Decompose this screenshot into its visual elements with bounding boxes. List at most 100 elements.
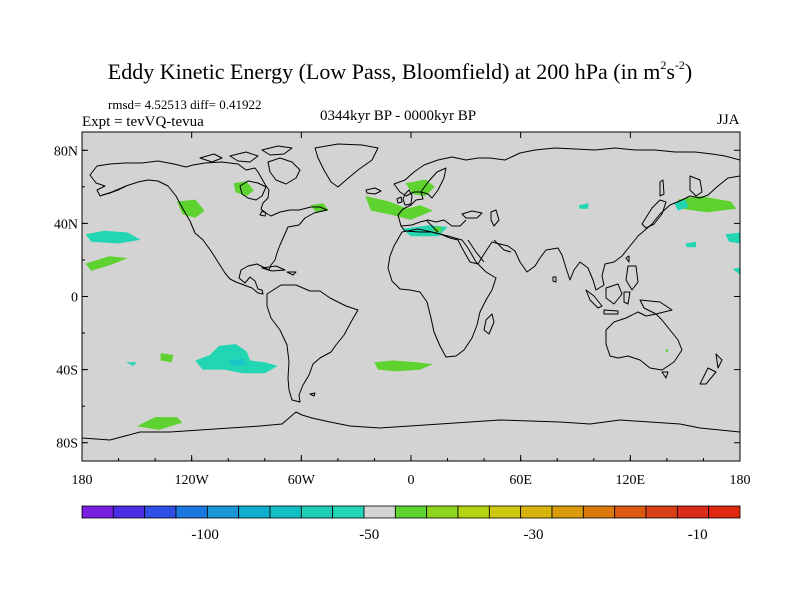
- colorbar-swatch: [645, 505, 678, 519]
- anomaly-wpac-cyan: [674, 199, 689, 211]
- colorbar-swatch: [520, 505, 553, 519]
- coastline-greenland: [314, 143, 379, 188]
- colorbar-label: -100: [191, 527, 219, 543]
- coastline-hudson-bay: [239, 180, 267, 201]
- anomaly-satl-green: [374, 360, 433, 372]
- anomaly-na-west-green: [177, 199, 205, 218]
- season-label: JJA: [717, 112, 740, 128]
- colorbar-label: -50: [359, 527, 379, 543]
- colorbar-swatch: [144, 505, 177, 519]
- coastline-sulawesi: [623, 291, 631, 305]
- anomaly-east-edge-cyan: [725, 232, 740, 244]
- coastline-south-america: [266, 284, 359, 403]
- coastline-black-sea: [461, 210, 483, 219]
- colorbar-swatch: [300, 505, 334, 519]
- colorbar-swatch: [81, 505, 114, 519]
- anomaly-cyan-spot-asia: [579, 203, 589, 209]
- anomaly-wpac-green: [677, 196, 737, 213]
- lat-tick-label: 80S: [56, 437, 78, 452]
- coastline-persian-gulf: [493, 239, 512, 253]
- coastline-iceland: [365, 187, 382, 195]
- coastline-north-america: [89, 160, 328, 295]
- coastline-japan: [641, 199, 667, 229]
- coastline-sakhalin: [659, 179, 665, 197]
- coastline-great-lakes: [259, 210, 267, 217]
- colorbar-swatch: [175, 505, 208, 519]
- colorbar-swatch: [614, 505, 647, 519]
- anomaly-spac-cyan-inner: [228, 358, 247, 366]
- coastline-new-guinea: [639, 299, 673, 315]
- colorbar-swatch: [332, 505, 365, 519]
- lat-tick-label: 80N: [54, 144, 78, 159]
- lon-tick-label: 120W: [175, 473, 210, 488]
- coastline-alaska-peninsula: [101, 185, 127, 196]
- colorbar-swatch: [363, 505, 396, 519]
- coastline-arctic-islands: [229, 151, 259, 163]
- coastline-hispaniola: [286, 271, 297, 276]
- anomaly-europe-green: [365, 196, 433, 220]
- coastline-antarctica: [82, 411, 740, 441]
- anomaly-spac-cyan-small: [125, 362, 137, 366]
- colorbar-swatch: [457, 505, 490, 519]
- coastline-madagascar: [483, 313, 495, 335]
- anomaly-mid-pac-cyan: [685, 241, 697, 248]
- coastline-great-britain: [402, 189, 413, 206]
- colorbar-swatch: [551, 505, 584, 519]
- coastline-italy: [425, 219, 439, 233]
- coastline-taiwan: [625, 255, 630, 263]
- coastline-ellesmere: [261, 145, 293, 156]
- coastline-baltic: [420, 167, 447, 199]
- colorbar: -100-50-30-10204075150: [81, 505, 741, 543]
- rmsd-stats: rmsd= 4.52513 diff= 0.41922: [108, 97, 262, 112]
- anomaly-med-green: [432, 227, 443, 233]
- coastline-philippines: [625, 265, 639, 291]
- anomaly-hudson-green: [233, 181, 254, 196]
- lon-tick-label: 60W: [288, 473, 316, 488]
- colorbar-label: -30: [524, 527, 544, 543]
- colorbar-swatch: [426, 505, 459, 519]
- coastline-cuba: [261, 265, 286, 272]
- colorbar-swatch: [676, 505, 710, 519]
- lat-tick-label: 40N: [54, 217, 78, 232]
- coastline-australia: [605, 311, 683, 371]
- colorbar-swatch: [488, 505, 522, 519]
- anomaly-spac-green-small: [160, 353, 174, 363]
- colorbar-swatch: [269, 505, 302, 519]
- coastline-kamchatka: [689, 175, 703, 197]
- coastline-africa: [387, 228, 497, 358]
- coastline-new-zealand-north: [715, 353, 723, 369]
- lat-tick-label: 40S: [56, 364, 78, 379]
- colorbar-swatch: [708, 505, 741, 519]
- lat-tick-label: 0: [71, 291, 78, 306]
- anomaly-so-green: [136, 417, 183, 430]
- plot-title: Eddy Kinetic Energy (Low Pass, Bloomfiel…: [107, 58, 693, 84]
- coastline-mediterranean: [400, 219, 467, 227]
- colorbar-swatch: [238, 505, 271, 519]
- anomaly-pacific-cyan-north: [85, 230, 141, 244]
- lon-tick-label: 60E: [509, 473, 532, 488]
- coastline-banks-island: [199, 153, 223, 163]
- coastline-tasmania: [661, 371, 669, 379]
- time-period: 0344kyr BP - 0000kyr BP: [320, 108, 477, 124]
- coastline-baffin-island: [267, 157, 301, 185]
- anomaly-pacific-green-north: [85, 256, 128, 271]
- lon-tick-label: 120E: [616, 473, 646, 488]
- coastline-sumatra: [585, 289, 603, 309]
- colorbar-swatch: [112, 505, 146, 519]
- axis-ticks: 80N 40N 0 40S 80S 180 120W 60W 0 60E 120E 180: [54, 132, 751, 488]
- map-background: [82, 132, 740, 461]
- anomaly-east-edge-cyan-2: [732, 267, 740, 275]
- colorbar-label: -10: [688, 527, 708, 543]
- experiment-label: Expt = tevVQ-tevua: [82, 114, 204, 130]
- lon-tick-label: 180: [730, 473, 751, 488]
- coastline-red-sea: [467, 239, 485, 263]
- colorbar-swatch: [582, 505, 616, 519]
- coastline-ireland: [396, 196, 403, 204]
- anomaly-atl-west-green: [310, 203, 329, 213]
- anomaly-nordic-green: [405, 179, 435, 196]
- coastline-java: [603, 309, 619, 315]
- lon-tick-label: 0: [408, 473, 415, 488]
- coastline-caspian: [490, 209, 500, 227]
- anomaly-spac-cyan: [195, 344, 278, 374]
